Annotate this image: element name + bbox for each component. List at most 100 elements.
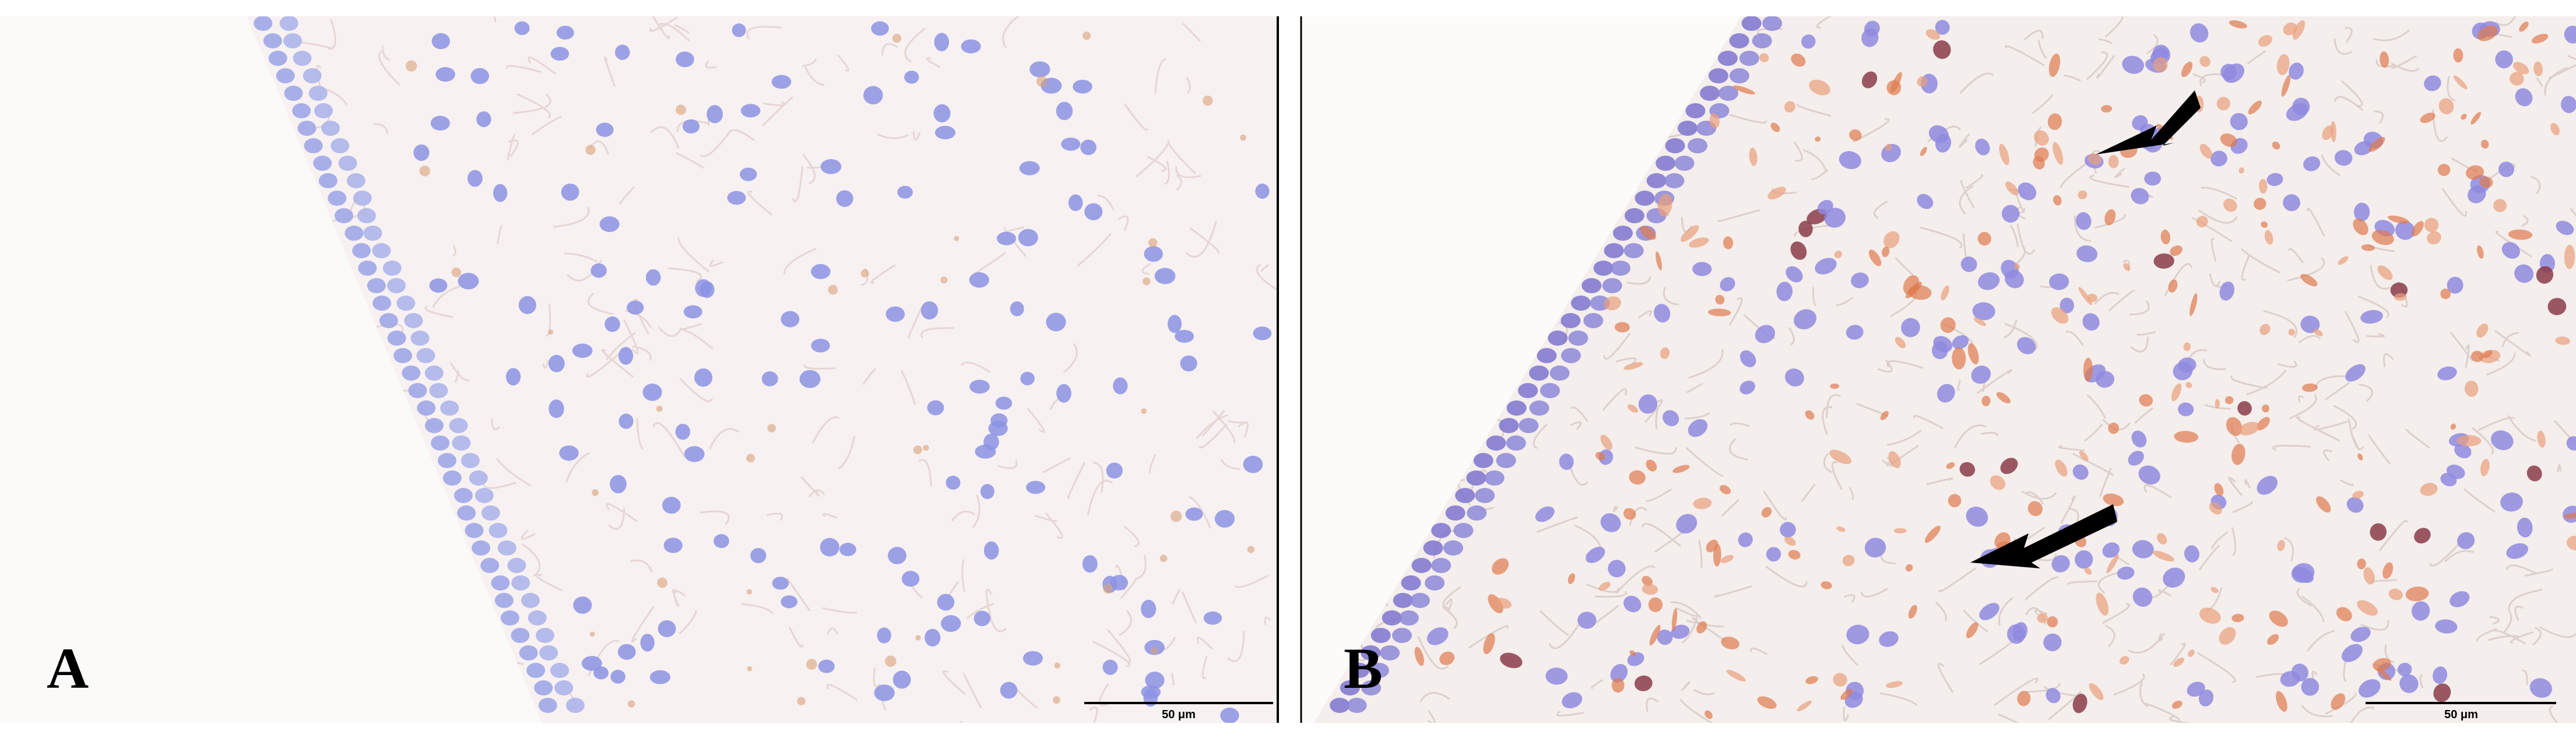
- fiber: [623, 319, 639, 354]
- fiber: [1201, 656, 1208, 679]
- fiber: [2333, 96, 2364, 111]
- cell: [961, 39, 981, 54]
- cell: [2128, 451, 2144, 466]
- cell: [1846, 624, 1869, 645]
- cell: [1144, 246, 1163, 262]
- stain: [2047, 616, 2058, 628]
- fiber: [1963, 609, 1988, 632]
- cell: [475, 488, 494, 503]
- stain: [2483, 350, 2493, 359]
- fiber: [804, 66, 825, 86]
- cell: [974, 610, 991, 627]
- cell: [2017, 337, 2036, 354]
- fiber: [2287, 257, 2325, 282]
- fiber: [1045, 512, 1063, 539]
- fiber: [2450, 332, 2473, 362]
- cell: [1185, 507, 1203, 521]
- cell: [1475, 488, 1495, 503]
- cell: [1570, 296, 1591, 311]
- cell: [1022, 651, 1043, 666]
- cell: [1361, 680, 1382, 695]
- fiber: [619, 185, 635, 205]
- cell: [1786, 266, 1803, 283]
- fiber: [2373, 29, 2410, 41]
- cell: [556, 26, 574, 40]
- stain: [2288, 328, 2296, 336]
- cell: [1361, 645, 1381, 660]
- stain: [2277, 540, 2285, 551]
- cell: [535, 628, 554, 643]
- cell: [990, 413, 1008, 428]
- cell: [452, 435, 471, 451]
- fiber: [1626, 276, 1651, 285]
- fiber: [1556, 710, 1584, 717]
- cell: [1739, 51, 1759, 66]
- fiber: [1124, 103, 1148, 131]
- stain: [2210, 586, 2219, 593]
- cell: [424, 418, 444, 433]
- stain: [2223, 198, 2237, 212]
- fiber: [2139, 681, 2149, 708]
- stain: [1648, 597, 1663, 612]
- cell: [2131, 430, 2147, 448]
- fiber: [1646, 697, 1660, 712]
- stain: [1946, 462, 1955, 469]
- cell: [2292, 97, 2310, 116]
- fiber: [2359, 383, 2374, 402]
- fiber: [1655, 407, 1660, 430]
- fiber: [1602, 388, 1627, 412]
- fiber: [1117, 215, 1129, 231]
- cell: [2454, 443, 2472, 459]
- fiber: [631, 606, 655, 643]
- cell: [276, 68, 295, 83]
- stain: [2357, 453, 2363, 461]
- fiber: [974, 252, 1006, 275]
- panel-label: B: [1344, 636, 1383, 701]
- stain: [2108, 154, 2119, 168]
- fiber: [1533, 424, 1548, 449]
- fiber: [1880, 555, 1896, 564]
- stain: [1439, 651, 1455, 665]
- stain: [1723, 236, 1734, 249]
- fiber: [762, 101, 785, 107]
- stain: [1693, 497, 1712, 509]
- fiber: [373, 123, 389, 135]
- cell: [550, 663, 570, 678]
- cell: [1255, 183, 1270, 199]
- fiber: [1698, 539, 1703, 569]
- cell: [2219, 281, 2234, 301]
- fiber: [2094, 213, 2126, 229]
- cell: [1380, 645, 1400, 660]
- fiber: [1960, 180, 1975, 209]
- cell: [1145, 672, 1165, 689]
- cell: [1729, 33, 1749, 48]
- fiber: [802, 153, 816, 185]
- fiber: [1684, 412, 1710, 420]
- cell: [2190, 23, 2209, 43]
- cell: [2117, 566, 2135, 580]
- stain: [2215, 399, 2220, 409]
- cell: [1824, 208, 1846, 228]
- cell: [1018, 229, 1038, 247]
- stain: [2267, 634, 2279, 645]
- fiber: [2197, 652, 2236, 683]
- fiber: [507, 133, 516, 160]
- cell: [561, 183, 579, 201]
- stain: [1815, 136, 1821, 142]
- fiber: [677, 237, 710, 273]
- stain: [2013, 263, 2020, 270]
- fiber: [2508, 589, 2543, 612]
- stain: [2531, 33, 2549, 44]
- cell: [437, 453, 456, 468]
- stain: [2084, 567, 2092, 575]
- fiber: [1264, 616, 1271, 625]
- fiber: [521, 529, 536, 540]
- stain: [1767, 187, 1786, 200]
- fiber: [652, 421, 686, 458]
- cell: [1815, 258, 1837, 275]
- cell: [1535, 506, 1555, 522]
- stain: [2264, 230, 2273, 245]
- fiber: [2501, 332, 2519, 348]
- stain: [2394, 293, 2407, 301]
- cell: [521, 593, 540, 608]
